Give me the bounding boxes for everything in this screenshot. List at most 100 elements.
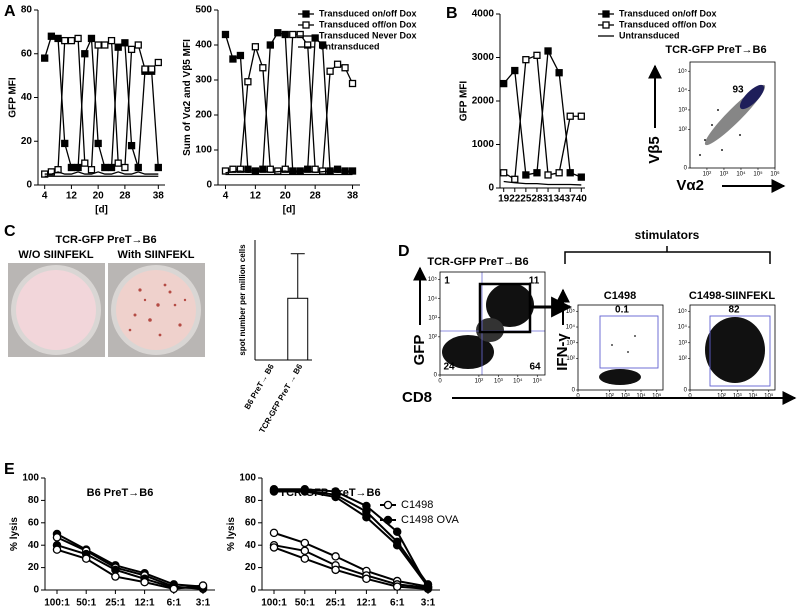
data-point — [511, 175, 519, 183]
x-tick-label: 10⁵ — [764, 393, 774, 400]
data-point — [296, 30, 304, 39]
y-tick-label: 10⁴ — [428, 295, 438, 302]
data-point — [304, 165, 312, 173]
y-tick-label: 40 — [28, 540, 40, 551]
y-tick-label: 200 — [195, 110, 212, 121]
data-point — [81, 554, 91, 563]
legend-label: Transduced off/on Dox — [319, 19, 417, 29]
legend-marker — [602, 10, 610, 18]
x-tick-label: 10⁴ — [513, 378, 523, 385]
y-tick-label: 10³ — [678, 108, 687, 114]
chart-title: C1498 — [604, 290, 636, 302]
x-tick-label: 10³ — [621, 394, 630, 400]
data-point — [81, 159, 89, 167]
data-point — [198, 581, 208, 590]
x-tick-label: 20 — [93, 191, 105, 202]
x-axis-label: CD8 — [402, 389, 432, 406]
gate-value: 64 — [529, 362, 541, 373]
x-tick-label: 10³ — [733, 394, 742, 400]
y-tick-label: 0 — [26, 180, 32, 191]
x-tick-label: 10³ — [494, 379, 503, 385]
y-tick-label: 400 — [195, 40, 212, 51]
legend-label: Untransduced — [619, 30, 680, 40]
x-tick-label: 12 — [66, 191, 78, 202]
x-tick-label: 50:1 — [76, 598, 96, 609]
y-tick-label: 10⁵ — [678, 68, 688, 75]
y-tick-label: 0 — [488, 183, 494, 194]
y-tick-label: 40 — [21, 92, 33, 103]
y-tick-label: 0 — [250, 585, 256, 596]
group-header: stimulators — [635, 228, 700, 242]
data-point — [81, 50, 89, 58]
y-tick-label: 100 — [22, 473, 39, 484]
x-tick-label: 22 — [509, 194, 521, 205]
x-tick-label: 100:1 — [44, 598, 70, 609]
data-point — [266, 41, 274, 49]
data-point — [331, 565, 340, 575]
legend-label: Untransduced — [319, 41, 380, 51]
data-point — [269, 528, 279, 538]
x-tick-label: 10² — [475, 379, 484, 385]
data-point — [147, 65, 156, 73]
series-line — [273, 546, 429, 590]
data-point — [107, 36, 116, 45]
data-point — [577, 173, 585, 181]
data-point — [392, 582, 402, 591]
x-tick-label: 0 — [438, 379, 442, 385]
series-line — [225, 170, 353, 174]
y-tick-label: 10² — [428, 334, 437, 340]
x-tick-label: 37 — [565, 194, 577, 205]
panel-label: C — [4, 223, 16, 240]
data-point — [221, 30, 230, 39]
y-tick-label: 10² — [566, 356, 575, 362]
x-tick-label: 28 — [310, 191, 322, 202]
gate-value: 24 — [443, 362, 455, 373]
data-point — [54, 166, 62, 174]
y-tick-label: 0 — [684, 388, 688, 394]
data-point — [522, 171, 530, 179]
y-tick-label: 20 — [21, 136, 33, 147]
y-tick-label: 10⁴ — [678, 87, 688, 94]
x-tick-label: 0 — [688, 394, 692, 400]
x-tick-label: 10⁴ — [748, 393, 758, 400]
data-point — [259, 64, 267, 72]
data-point — [566, 112, 574, 120]
y-tick-label: 60 — [21, 48, 33, 59]
gate-value: 1 — [444, 276, 450, 287]
x-tick-label: 10² — [717, 394, 726, 400]
chart-title: TCR-GFP PreT→B6 — [427, 256, 528, 268]
legend-marker — [602, 21, 610, 29]
y-axis-label: GFP MFI — [8, 77, 19, 118]
data-point — [101, 163, 109, 172]
data-point — [74, 163, 82, 172]
y-tick-label: 0 — [572, 388, 576, 394]
panel-label: B — [446, 5, 458, 22]
series-line — [56, 533, 204, 588]
data-point — [500, 79, 508, 88]
x-tick-label: 10² — [703, 172, 712, 178]
data-point — [362, 512, 371, 522]
x-tick-label: 50:1 — [295, 598, 315, 609]
x-tick-label: 38 — [153, 191, 165, 202]
data-point — [87, 34, 96, 43]
panel-label: E — [4, 461, 15, 478]
y-tick-label: 100 — [239, 473, 256, 484]
legend-marker — [383, 500, 393, 510]
bracket — [564, 246, 771, 264]
plot-frame — [439, 271, 546, 376]
x-axis-label: Vα2 — [676, 177, 704, 194]
y-tick-label: 0 — [33, 585, 39, 596]
series-line — [225, 33, 354, 172]
legend-label: Transduced off/on Dox — [619, 19, 717, 29]
data-point — [300, 546, 310, 556]
y-axis-label: Vβ5 — [646, 136, 663, 164]
x-tick-label: 4 — [42, 191, 48, 202]
y-axis-label: spot number per million cells — [238, 244, 247, 356]
data-point — [423, 582, 433, 591]
gate-value: 93 — [732, 85, 744, 96]
x-tick-label: 12:1 — [356, 598, 376, 609]
elispot-well-images — [8, 263, 205, 357]
data-point — [107, 163, 116, 172]
x-tick-label: 10⁴ — [636, 393, 646, 400]
x-tick-label: 34 — [554, 194, 566, 205]
